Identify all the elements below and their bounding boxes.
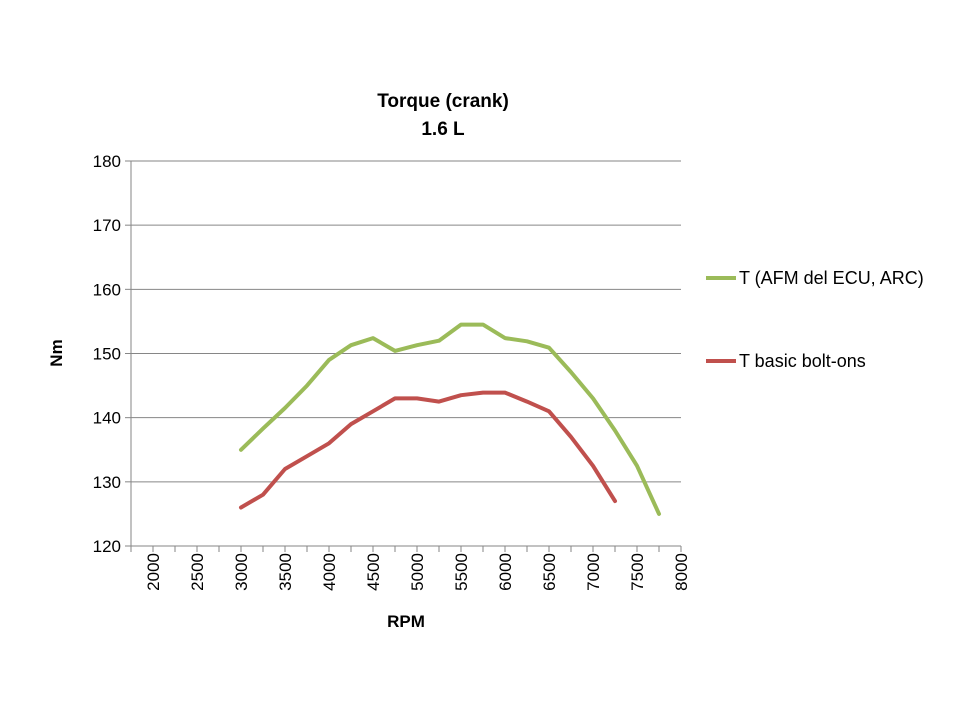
- chart-subtitle: 1.6 L: [421, 119, 465, 140]
- x-tick-label: 3500: [276, 553, 295, 591]
- x-tick-label: 4500: [364, 553, 383, 591]
- x-tick-label: 2000: [144, 553, 163, 591]
- x-tick-label: 6000: [496, 553, 515, 591]
- series-line-1: [239, 322, 661, 516]
- legend-label-2: T basic bolt-ons: [739, 351, 866, 371]
- y-tick-label: 150: [93, 345, 121, 364]
- axes: 120 130 140 150 160 170 180 2000 2500 3000 3500 400…: [93, 152, 691, 591]
- x-tick-label: 8000: [672, 553, 691, 591]
- x-tick-label: 7500: [628, 553, 647, 591]
- x-tick-label: 5000: [408, 553, 427, 591]
- y-tick-label: 120: [93, 537, 121, 556]
- data-series: [239, 322, 661, 516]
- chart-title: Torque (crank): [377, 91, 509, 112]
- x-tick-label: 6500: [540, 553, 559, 591]
- y-tick-label: 180: [93, 152, 121, 171]
- x-tick-label: 7000: [584, 553, 603, 591]
- x-tick-label: 2500: [188, 553, 207, 591]
- y-tick-label: 160: [93, 280, 121, 299]
- y-tick-label: 170: [93, 216, 121, 235]
- x-axis-label: RPM: [387, 612, 425, 631]
- x-tick-label: 5500: [452, 553, 471, 591]
- y-axis-label: Nm: [47, 339, 66, 366]
- x-tick-label: 4000: [320, 553, 339, 591]
- x-tick-label: 3000: [232, 553, 251, 591]
- legend: T (AFM del ECU, ARC) T basic bolt-ons: [706, 268, 924, 371]
- gridlines: [131, 160, 681, 483]
- y-tick-label: 130: [93, 473, 121, 492]
- series-line-2: [239, 390, 617, 510]
- legend-label-1: T (AFM del ECU, ARC): [739, 268, 924, 288]
- y-tick-label: 140: [93, 409, 121, 428]
